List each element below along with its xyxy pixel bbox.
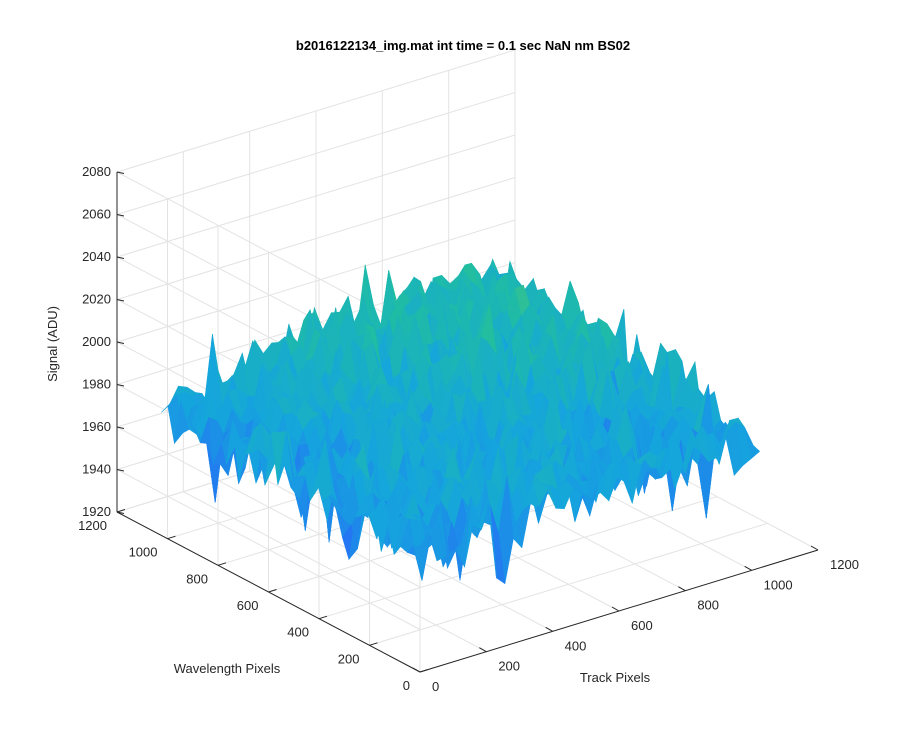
z-tick xyxy=(116,214,125,217)
x-tick xyxy=(810,545,819,551)
y-tick-label: 200 xyxy=(338,651,360,666)
z-tick-label: 2000 xyxy=(82,334,111,349)
z-tick xyxy=(116,256,125,259)
surface-cell xyxy=(413,532,429,581)
grid-line xyxy=(116,134,516,258)
z-tick-label: 1920 xyxy=(82,504,111,519)
grid-line xyxy=(116,92,516,215)
z-tick-label: 1980 xyxy=(82,377,111,392)
z-tick-label: 1940 xyxy=(82,462,111,477)
surface-plot xyxy=(161,258,761,585)
z-tick-labels: 1920 1940 1960 1980 2000 2020 2040 2060 2080 xyxy=(82,164,111,519)
x-tick-label: 600 xyxy=(631,618,653,633)
y-tick-labels: 0 200 400 600 800 1000 1200 xyxy=(78,518,410,693)
x-tick-label: 1000 xyxy=(764,577,793,592)
x-tick-labels: 0 200 400 600 800 1000 1200 xyxy=(432,557,859,694)
y-tick xyxy=(167,535,176,540)
y-axis-label: Wavelength Pixels xyxy=(174,661,281,676)
x-tick-label: 400 xyxy=(565,638,587,653)
x-tick-label: 200 xyxy=(498,659,520,674)
y-tick xyxy=(318,615,328,620)
x-tick xyxy=(479,647,487,653)
y-tick-label: 400 xyxy=(287,625,309,640)
grid-line xyxy=(369,522,768,646)
y-tick-label: 1000 xyxy=(129,545,158,560)
z-tick xyxy=(116,341,125,344)
z-tick xyxy=(116,469,125,472)
x-tick-label: 0 xyxy=(432,679,439,694)
z-tick xyxy=(116,299,125,302)
chart-title: b2016122134_img.mat int time = 0.1 sec N… xyxy=(296,38,630,53)
y-tick-label: 0 xyxy=(403,678,410,693)
grid-line xyxy=(116,177,516,300)
z-tick xyxy=(116,511,125,514)
z-tick-label: 1960 xyxy=(82,419,111,434)
x-tick xyxy=(412,667,421,673)
grid-line xyxy=(116,219,516,343)
y-tick xyxy=(268,589,277,593)
y-tick xyxy=(116,509,126,513)
x-tick-label: 1200 xyxy=(830,557,859,572)
z-tick-label: 2060 xyxy=(82,207,111,222)
y-tick-label: 1200 xyxy=(78,518,107,533)
x-axis-label: Track Pixels xyxy=(580,670,651,685)
x-tick xyxy=(744,565,752,571)
y-tick xyxy=(419,669,429,673)
z-tick xyxy=(116,384,125,387)
x-tick xyxy=(611,606,620,612)
grid-line xyxy=(116,49,516,173)
z-tick-label: 2040 xyxy=(82,249,111,264)
grid-line xyxy=(318,496,718,620)
z-tick-label: 2020 xyxy=(82,292,111,307)
z-tick xyxy=(116,171,125,174)
y-tick-label: 800 xyxy=(186,571,208,586)
y-tick xyxy=(217,562,227,566)
y-tick-label: 600 xyxy=(237,598,259,613)
x-tick-label: 800 xyxy=(697,598,719,613)
x-tick xyxy=(678,586,686,592)
x-tick xyxy=(545,626,553,632)
y-tick xyxy=(369,642,378,646)
z-tick xyxy=(116,426,125,429)
z-axis-label: Signal (ADU) xyxy=(45,306,60,382)
axes-lines xyxy=(116,171,819,673)
z-tick-label: 2080 xyxy=(82,164,111,179)
